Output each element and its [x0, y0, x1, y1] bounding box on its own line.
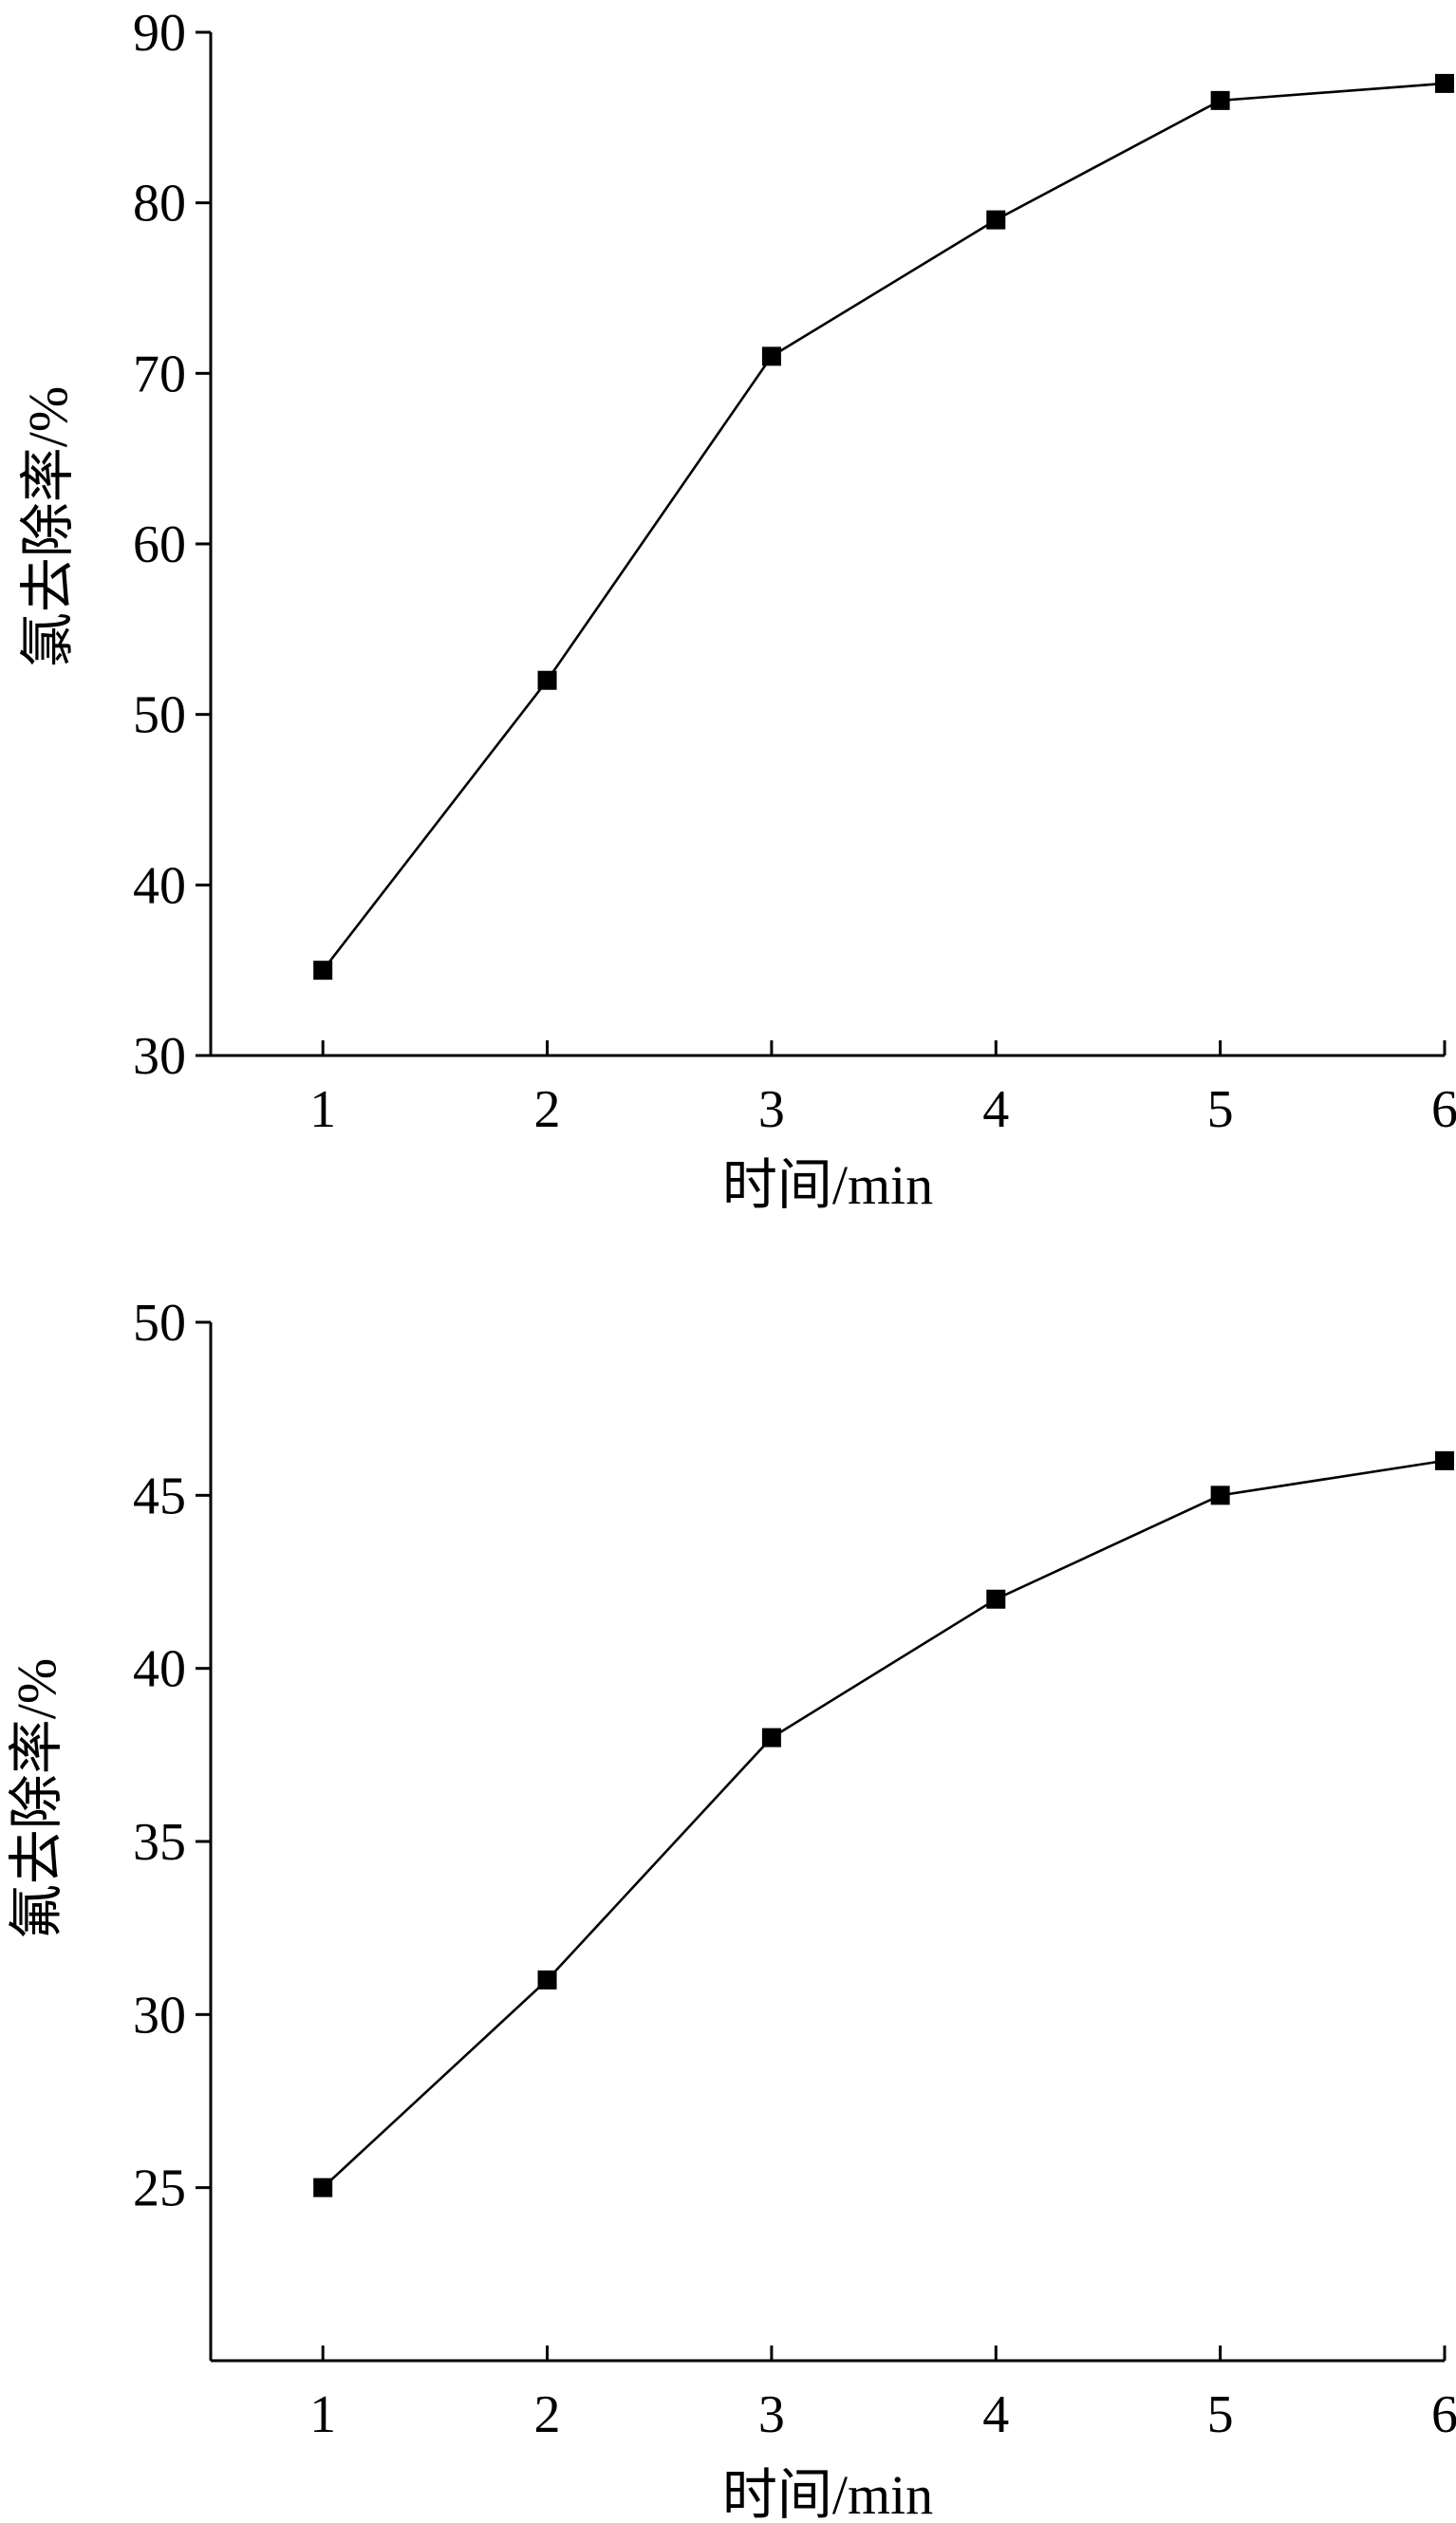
y-tick-label: 25 [133, 2159, 186, 2218]
data-point-6 [1435, 73, 1454, 93]
x-tick-label: 5 [1207, 1080, 1234, 1139]
data-point-4 [986, 1589, 1006, 1609]
y-tick-label: 30 [133, 1027, 186, 1086]
chart-chlorine-removal: 30 40 50 60 70 80 90 1 2 3 4 5 6 时间/min 氯去除率/% [17, 4, 1456, 1216]
data-point-1 [313, 2177, 333, 2197]
data-point-2 [537, 1970, 557, 1990]
y-tick-label: 30 [133, 1986, 186, 2045]
y-tick-label: 40 [133, 856, 186, 915]
data-point-1 [313, 961, 333, 981]
x-tick-label: 1 [309, 1080, 336, 1139]
x-tick-label: 3 [758, 2385, 785, 2444]
y-tick-label: 90 [133, 4, 186, 63]
y-axis-label: 氯去除率/% [17, 386, 79, 667]
y-tick-label: 80 [133, 175, 186, 234]
x-tick-label: 5 [1207, 2385, 1234, 2444]
y-tick-label: 35 [133, 1813, 186, 1872]
data-point-6 [1435, 1450, 1454, 1470]
data-point-5 [1210, 90, 1230, 110]
data-point-3 [761, 346, 781, 366]
x-tick-label: 2 [534, 1080, 561, 1139]
series-line [322, 1459, 1446, 2189]
data-point-4 [986, 210, 1006, 230]
y-tick-label: 50 [133, 1294, 186, 1353]
data-point-5 [1210, 1486, 1230, 1505]
data-point-3 [761, 1728, 781, 1747]
y-tick-label: 60 [133, 515, 186, 574]
x-tick-label: 4 [982, 1080, 1009, 1139]
x-tick-label: 3 [758, 1080, 785, 1139]
x-axis-label: 时间/min [722, 1154, 933, 1216]
series-line [322, 82, 1446, 971]
y-axis-label: 氟去除率/% [6, 1658, 67, 1939]
x-tick-label: 6 [1431, 1080, 1456, 1139]
y-tick-label: 40 [133, 1640, 186, 1699]
data-point-2 [537, 670, 557, 690]
x-tick-label: 4 [982, 2385, 1009, 2444]
y-tick-label: 70 [133, 345, 186, 403]
x-tick-label: 1 [309, 2385, 336, 2444]
x-axis-label: 时间/min [722, 2464, 933, 2523]
x-tick-label: 2 [534, 2385, 561, 2444]
y-tick-label: 50 [133, 686, 186, 745]
x-tick-label: 6 [1431, 2385, 1456, 2444]
y-tick-label: 45 [133, 1467, 186, 1525]
